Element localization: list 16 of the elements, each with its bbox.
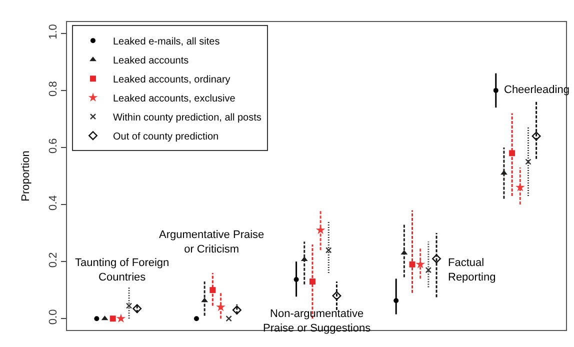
y-tick-label: 0.2 bbox=[48, 252, 60, 268]
y-tick-label: 1.0 bbox=[48, 24, 60, 40]
legend-label: Leaked accounts bbox=[112, 55, 189, 66]
y-tick-label: 0.4 bbox=[48, 195, 60, 211]
y-axis-title: Proportion bbox=[20, 150, 32, 202]
y-tick-label: 0.8 bbox=[48, 81, 60, 96]
legend-label: Leaked accounts, ordinary bbox=[112, 74, 230, 86]
legend-label: Leaked accounts, exclusive bbox=[112, 93, 236, 104]
annotation: Factual Reporting bbox=[448, 257, 496, 284]
y-tick-label: 0.6 bbox=[48, 138, 60, 154]
annotation: Taunting of Foreign Countries bbox=[75, 257, 170, 284]
legend-label: Out of county prediction bbox=[112, 131, 219, 142]
legend-label: Leaked e-mails, all sites bbox=[112, 36, 220, 48]
annotation: Argumentative Praise or Criticism bbox=[159, 229, 264, 256]
legend-label: Within county prediction, all posts bbox=[112, 112, 262, 124]
y-tick-label: 0.0 bbox=[48, 309, 60, 325]
